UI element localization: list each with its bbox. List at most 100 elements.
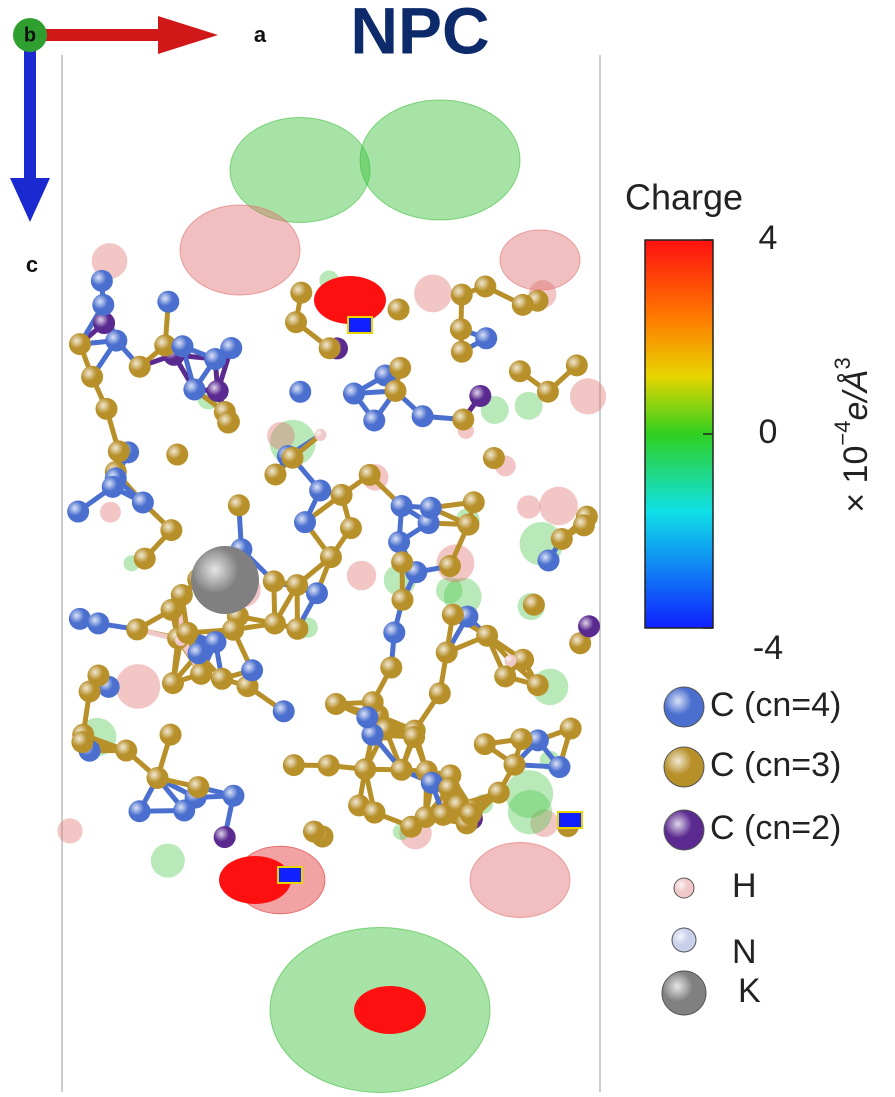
charge-isosurface: [505, 770, 553, 818]
charge-isosurface: [57, 818, 82, 843]
charge-core: [278, 867, 302, 883]
atom-shine: [504, 754, 526, 776]
atom-shine: [160, 724, 182, 746]
legend: C (cn=4)C (cn=3)C (cn=2)HNK: [662, 686, 841, 1015]
atom-shine: [523, 594, 545, 616]
c-arrow-head: [10, 178, 50, 222]
atom-shine: [356, 706, 378, 728]
legend-marker-shine: [664, 747, 704, 787]
atom-shine: [488, 782, 510, 804]
atom-shine: [207, 380, 229, 402]
atom-shine: [171, 335, 193, 357]
c-arrow: [24, 40, 36, 180]
atom-shine: [474, 275, 496, 297]
legend-marker-shine: [674, 878, 694, 898]
atom-shine: [96, 398, 118, 420]
charge-isosurface: [539, 487, 578, 526]
atom-shine: [451, 284, 473, 306]
atom-shine: [510, 728, 532, 750]
atom-shine: [450, 318, 472, 340]
colorbar-ticks: 40-4: [703, 219, 783, 667]
atom-shine: [340, 517, 362, 539]
atom-shine: [187, 776, 209, 798]
charge-core: [354, 986, 426, 1034]
c-label: c: [26, 252, 38, 277]
atom-shine: [319, 337, 341, 359]
atom-shine: [67, 501, 89, 523]
atom-shine: [420, 497, 442, 519]
atom-shine: [388, 531, 410, 553]
atom-shine: [469, 385, 491, 407]
unit-prefix: × 10: [837, 446, 875, 513]
atom-shine: [318, 754, 340, 776]
legend-label: N: [732, 933, 757, 971]
atom-shine: [403, 726, 425, 748]
atom-shine: [160, 519, 182, 541]
atom-shine: [384, 380, 406, 402]
atom-shine: [69, 333, 91, 355]
atom-shine: [391, 495, 413, 517]
charge-isosurface: [347, 561, 376, 590]
legend-marker-shine: [672, 928, 696, 952]
atom-shine: [214, 826, 236, 848]
atom-shine: [560, 718, 582, 740]
charge-isosurface: [517, 495, 541, 519]
unit-symbol: e/Å: [837, 369, 875, 420]
atom-shine: [380, 657, 402, 679]
figure: b a c NPC Charge × 10−4e/Å3 40-4 C (cn=4…: [0, 0, 895, 1097]
b-label: b: [24, 24, 36, 46]
atom-shine: [162, 672, 184, 694]
charge-isosurface: [100, 502, 121, 523]
colorbar-tick-label: 4: [759, 219, 778, 257]
atom-shine: [303, 821, 325, 843]
molecular-structure: [57, 100, 606, 1093]
atom-shine: [354, 758, 376, 780]
charge-core: [348, 317, 372, 333]
atom-shine: [314, 429, 326, 441]
atom-shine: [343, 383, 365, 405]
unit-prefix-exponent: −4: [830, 421, 855, 446]
atom-shine: [294, 511, 316, 533]
atom-shine: [217, 412, 239, 434]
charge-isosurface: [470, 843, 570, 918]
atom-shine: [92, 294, 114, 316]
atom-shine: [285, 311, 307, 333]
atom-shine: [364, 802, 386, 824]
atom-shine: [442, 604, 464, 626]
atom-shine: [400, 816, 422, 838]
charge-isosurface: [414, 274, 452, 312]
atom-shine: [87, 612, 109, 634]
atom-shine: [551, 528, 573, 550]
atom-shine: [273, 700, 295, 722]
atom-shine: [457, 514, 479, 536]
atom-shine: [69, 608, 91, 630]
atom-shine: [264, 612, 286, 634]
atom-shine: [363, 410, 385, 432]
charge-isosurface: [180, 205, 300, 295]
colorbar-tick-label: 0: [759, 413, 778, 451]
atom-shine: [476, 625, 498, 647]
atom-shine: [537, 381, 559, 403]
atom-shine: [71, 731, 93, 753]
atom-shine: [451, 341, 473, 363]
atom-shine: [475, 327, 497, 349]
colorbar-unit: × 10−4e/Å3: [830, 357, 875, 513]
atom-shine: [228, 494, 250, 516]
colorbar: [645, 240, 713, 628]
atom-shine: [241, 659, 263, 681]
atom-shine: [566, 354, 588, 376]
atom-shine: [176, 622, 198, 644]
atom-shine: [190, 663, 212, 685]
a-arrow-head: [158, 16, 218, 54]
atom-shine: [108, 440, 130, 462]
atom-shine: [391, 589, 413, 611]
atom-shine: [512, 294, 534, 316]
legend-label: C (cn=2): [710, 809, 841, 847]
legend-marker-shine: [662, 971, 706, 1015]
atom-shine: [391, 551, 413, 573]
atom-shine: [264, 463, 286, 485]
legend-marker-shine: [664, 810, 704, 850]
atom-shine: [452, 409, 474, 431]
atom-shine: [325, 693, 347, 715]
atom-shine: [87, 665, 109, 687]
